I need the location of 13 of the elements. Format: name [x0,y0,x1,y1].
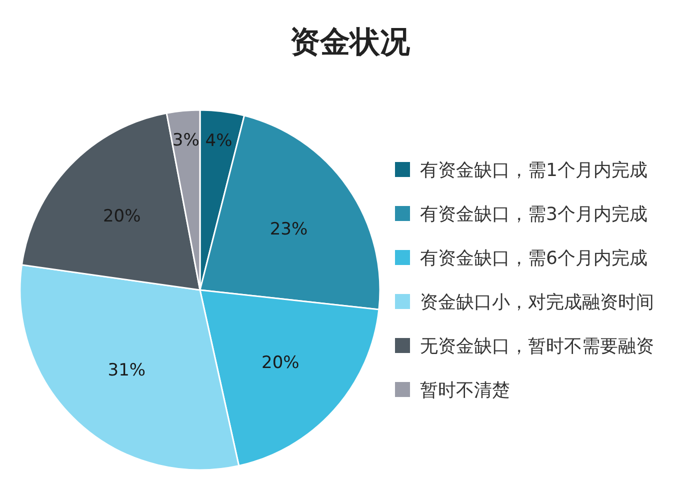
data-label: 20% [262,353,300,374]
data-label: 23% [270,219,308,240]
legend-label: 有资金缺口，需3个月内完成 [420,204,648,225]
data-label: 3% [172,130,200,150]
legend-label: 资金缺口小，对完成融资时间 [420,292,654,313]
legend-label: 有资金缺口，需6个月内完成 [420,248,648,269]
legend-label: 暂时不清楚 [420,380,510,401]
legend-label: 无资金缺口，暂时不需要融资 [420,336,654,357]
data-label: 31% [108,360,146,380]
legend-label: 有资金缺口，需1个月内完成 [420,160,648,181]
data-label: 4% [205,130,232,151]
data-label: 20% [102,206,141,226]
chart-title: 资金状况 [290,25,411,60]
